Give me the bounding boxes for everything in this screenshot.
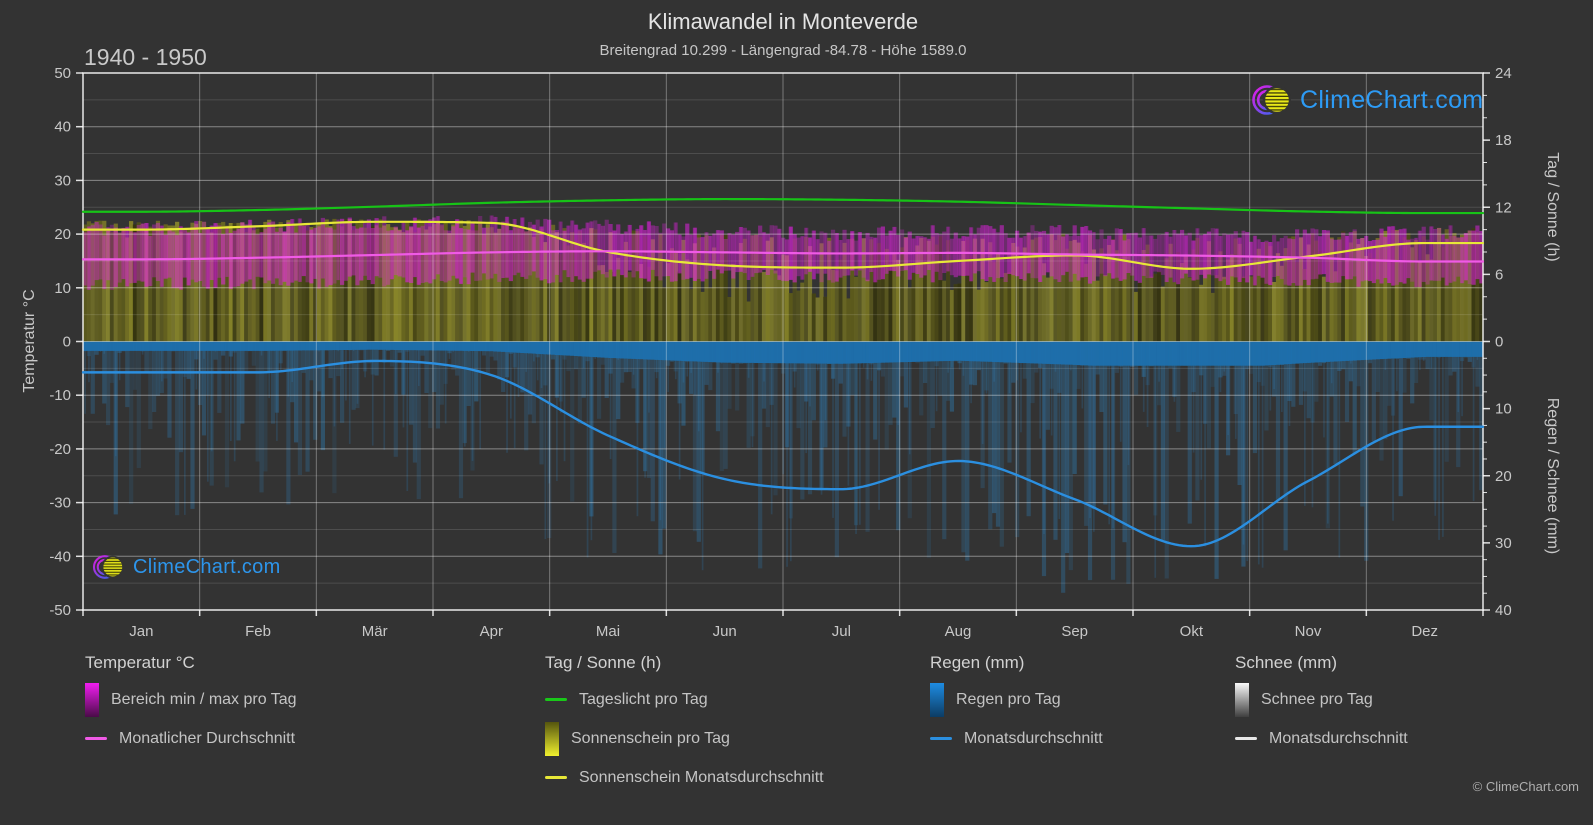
svg-text:10: 10 <box>1495 401 1512 418</box>
svg-text:Jan: Jan <box>129 623 153 640</box>
svg-text:30: 30 <box>54 172 71 189</box>
monthly-average-lines <box>81 197 1485 548</box>
svg-text:Mär: Mär <box>362 623 388 640</box>
svg-text:18: 18 <box>1495 132 1512 149</box>
svg-text:Mai: Mai <box>596 623 620 640</box>
svg-text:Aug: Aug <box>945 623 972 640</box>
svg-text:24: 24 <box>1495 65 1512 82</box>
axes-frame <box>76 72 1490 616</box>
svg-text:40: 40 <box>1495 602 1512 619</box>
svg-text:0: 0 <box>1495 334 1503 351</box>
svg-text:30: 30 <box>1495 535 1512 552</box>
svg-text:-10: -10 <box>49 387 71 404</box>
svg-text:Jul: Jul <box>832 623 851 640</box>
svg-text:-20: -20 <box>49 441 71 458</box>
svg-text:Apr: Apr <box>480 623 503 640</box>
gridlines <box>82 72 1484 611</box>
svg-text:50: 50 <box>54 65 71 82</box>
svg-text:-40: -40 <box>49 548 71 565</box>
svg-text:20: 20 <box>1495 468 1512 485</box>
axis-tick-labels: 50 40 30 20 10 0 -10 -20 -30 -40 -50 24 18 12 6 0 10 20 30… <box>49 65 1511 640</box>
svg-text:Nov: Nov <box>1295 623 1322 640</box>
svg-text:Jun: Jun <box>713 623 737 640</box>
svg-text:Sep: Sep <box>1061 623 1088 640</box>
svg-text:6: 6 <box>1495 266 1503 283</box>
svg-text:10: 10 <box>54 280 71 297</box>
svg-text:Okt: Okt <box>1180 623 1204 640</box>
svg-text:-30: -30 <box>49 495 71 512</box>
svg-text:0: 0 <box>63 334 71 351</box>
svg-text:Feb: Feb <box>245 623 271 640</box>
svg-text:20: 20 <box>54 226 71 243</box>
svg-text:40: 40 <box>54 119 71 136</box>
svg-text:-50: -50 <box>49 602 71 619</box>
daily-sunshine-bars <box>83 218 1484 342</box>
daily-rain-bars <box>83 341 1484 593</box>
svg-text:Dez: Dez <box>1411 623 1438 640</box>
svg-text:12: 12 <box>1495 199 1512 216</box>
